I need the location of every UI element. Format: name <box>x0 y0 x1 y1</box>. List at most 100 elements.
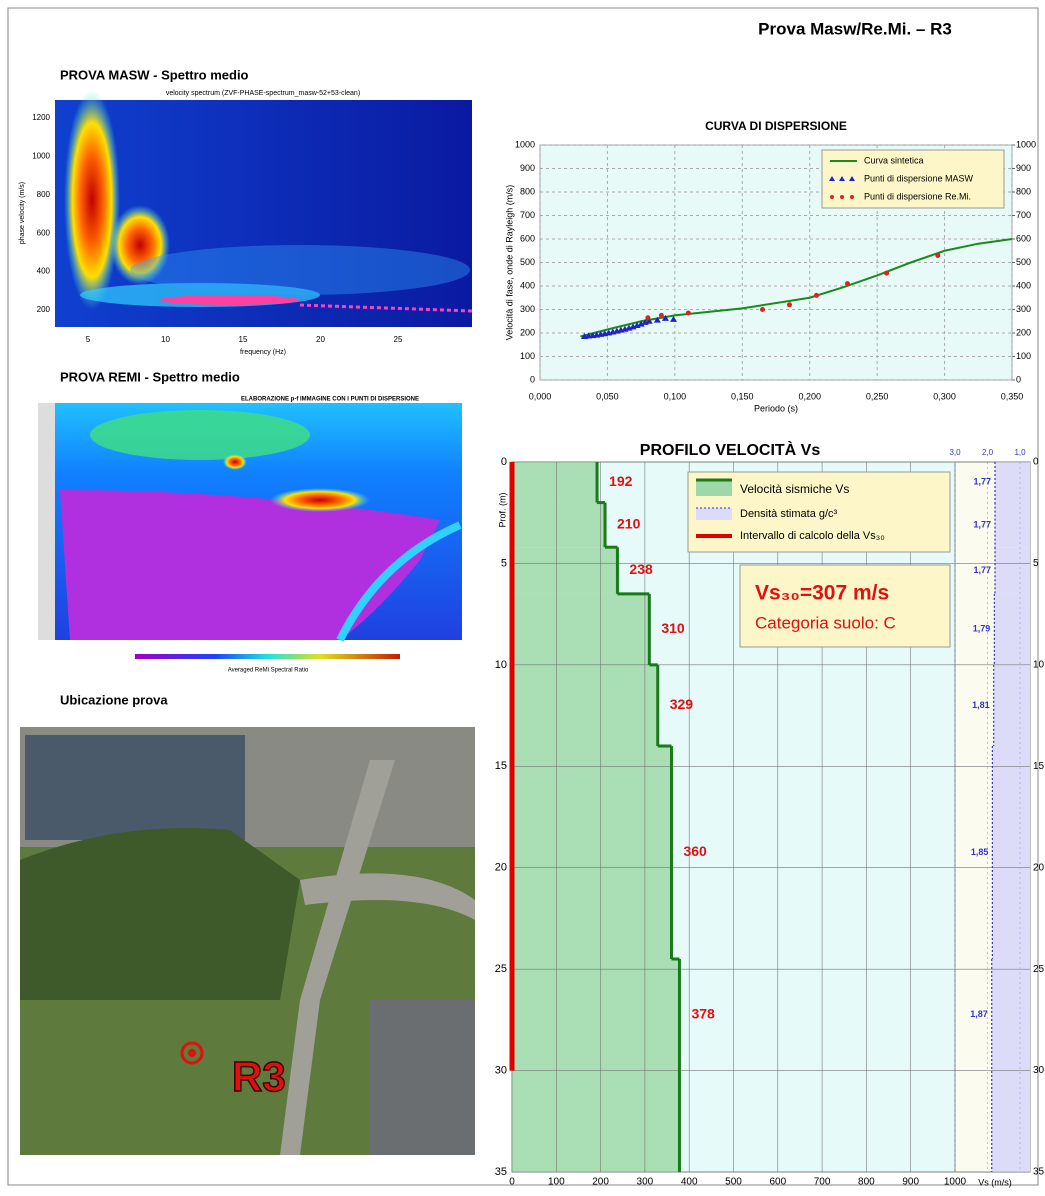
masw-image <box>55 90 472 327</box>
layer-fill <box>512 594 649 665</box>
y-tick-label: 200 <box>520 327 535 337</box>
x2-tick-label: 3,0 <box>949 448 961 457</box>
legend-swatch <box>830 195 834 199</box>
y2-tick-label: 900 <box>1016 163 1031 173</box>
data-point <box>935 253 940 258</box>
x-tick-label: 0,250 <box>866 391 889 401</box>
masw-y-tick-label: 1200 <box>32 113 50 122</box>
y-tick-label: 500 <box>520 257 535 267</box>
density-fill <box>995 462 1030 503</box>
density-value-label: 1,81 <box>972 700 990 710</box>
legend-swatch <box>840 195 844 199</box>
x-tick-label: 200 <box>592 1177 609 1188</box>
x-tick-label: 0,300 <box>933 391 956 401</box>
vs-value-label: 238 <box>629 561 653 577</box>
layer-fill <box>512 503 605 548</box>
density-fill <box>992 959 1030 1172</box>
masw-y-tick-label: 800 <box>37 190 51 199</box>
remi-title: PROVA REMI - Spettro medio <box>60 369 240 384</box>
legend-swatch <box>850 195 854 199</box>
x-tick-label: 300 <box>637 1177 654 1188</box>
x-tick-label: 700 <box>814 1177 831 1188</box>
data-point <box>814 293 819 298</box>
y-tick-label-right: 0 <box>1033 457 1039 468</box>
masw-x-tick-label: 10 <box>161 335 170 344</box>
y-tick-label: 400 <box>520 280 535 290</box>
density-value-label: 1,87 <box>970 1009 988 1019</box>
x-tick-label: 0 <box>509 1177 515 1188</box>
data-point <box>645 315 650 320</box>
x-tick-label: 0,000 <box>529 391 552 401</box>
x-tick-label: 400 <box>681 1177 698 1188</box>
density-fill <box>995 547 1030 594</box>
y-tick-label-right: 30 <box>1033 1065 1045 1076</box>
y2-tick-label: 1000 <box>1016 139 1036 149</box>
density-fill <box>992 746 1030 959</box>
x-tick-label: 500 <box>725 1177 742 1188</box>
masw-ylabel: phase velocity (m/s) <box>19 182 26 244</box>
legend-label: Punti di dispersione MASW <box>864 173 974 183</box>
legend-label: Densità stimata g/c³ <box>740 508 838 520</box>
x-axis-label: Periodo (s) <box>754 403 798 413</box>
map-marker-label: R3 <box>232 1053 286 1100</box>
x-axis-label: Vs (m/s) <box>978 1177 1012 1187</box>
y-tick-label-right: 20 <box>1033 862 1045 873</box>
y-tick-label-right: 15 <box>1033 761 1045 772</box>
y-tick-label: 10 <box>495 659 507 671</box>
legend-swatch <box>696 480 732 496</box>
remi-colorbar-label: Averaged ReMi Spectral Ratio <box>228 668 309 674</box>
masw-title: PROVA MASW - Spettro medio <box>60 67 249 82</box>
y2-tick-label: 700 <box>1016 210 1031 220</box>
masw-x-tick-label: 20 <box>316 335 325 344</box>
masw-subtitle: velocity spectrum (ZVF-PHASE-spectrum_ma… <box>166 90 360 97</box>
vs-value-label: 360 <box>683 843 707 859</box>
vs-value-label: 378 <box>691 1005 715 1021</box>
chart-title: CURVA DI DISPERSIONE <box>705 119 847 133</box>
y-tick-label: 900 <box>520 163 535 173</box>
x-tick-label: 1000 <box>944 1177 967 1188</box>
annotation-line: Categoria suolo: C <box>755 613 896 632</box>
chart-title: PROFILO VELOCITÀ Vs <box>640 440 821 459</box>
x-tick-label: 800 <box>858 1177 875 1188</box>
y-tick-label-right: 5 <box>1033 558 1039 569</box>
y-tick-label: 700 <box>520 210 535 220</box>
y2-tick-label: 0 <box>1016 374 1021 384</box>
masw-x-tick-label: 5 <box>86 335 91 344</box>
x-tick-label: 600 <box>769 1177 786 1188</box>
y-tick-label-right: 10 <box>1033 659 1045 670</box>
remi-subtitle: ELABORAZIONE p-f IMMAGINE CON I PUNTI DI… <box>241 397 419 403</box>
x-tick-label: 0,050 <box>596 391 619 401</box>
y-axis-label: Velocità di fase, onde di Rayleigh (m/s) <box>504 185 514 341</box>
legend-label: Velocità sismiche Vs <box>740 482 849 496</box>
density-value-label: 1,77 <box>973 519 991 529</box>
y-tick-label-right: 25 <box>1033 964 1045 975</box>
y2-tick-label: 400 <box>1016 280 1031 290</box>
y-tick-label-right: 35 <box>1033 1167 1045 1178</box>
y-tick-label: 15 <box>495 760 507 772</box>
legend-swatch <box>696 508 732 520</box>
y2-tick-label: 100 <box>1016 351 1031 361</box>
y-tick-label: 0 <box>530 374 535 384</box>
location-title: Ubicazione prova <box>60 692 168 707</box>
x-tick-label: 0,100 <box>664 391 687 401</box>
y2-tick-label: 200 <box>1016 327 1031 337</box>
y-tick-label: 600 <box>520 233 535 243</box>
vs-value-label: 329 <box>670 696 694 712</box>
density-fill <box>994 665 1030 746</box>
charts: CURVA DI DISPERSIONE Periodo (s) Velocità … <box>495 119 1045 1187</box>
y-axis-label: Prof. (m) <box>497 492 507 527</box>
masw-y-tick-label: 600 <box>37 228 51 237</box>
x-tick-label: 100 <box>548 1177 565 1188</box>
layer-fill <box>512 665 658 746</box>
y-tick-label: 1000 <box>515 139 535 149</box>
y2-tick-label: 800 <box>1016 186 1031 196</box>
density-fill <box>995 503 1030 548</box>
legend-label: Curva sintetica <box>864 155 924 165</box>
y-tick-label: 5 <box>501 557 507 569</box>
density-fill <box>994 594 1030 665</box>
y-tick-label: 300 <box>520 304 535 314</box>
masw-xlabel: frequency (Hz) <box>240 349 286 356</box>
legend-label: Intervallo di calcolo della Vs₃₀ <box>740 530 885 542</box>
annotation-box <box>740 565 950 647</box>
data-point <box>845 281 850 286</box>
